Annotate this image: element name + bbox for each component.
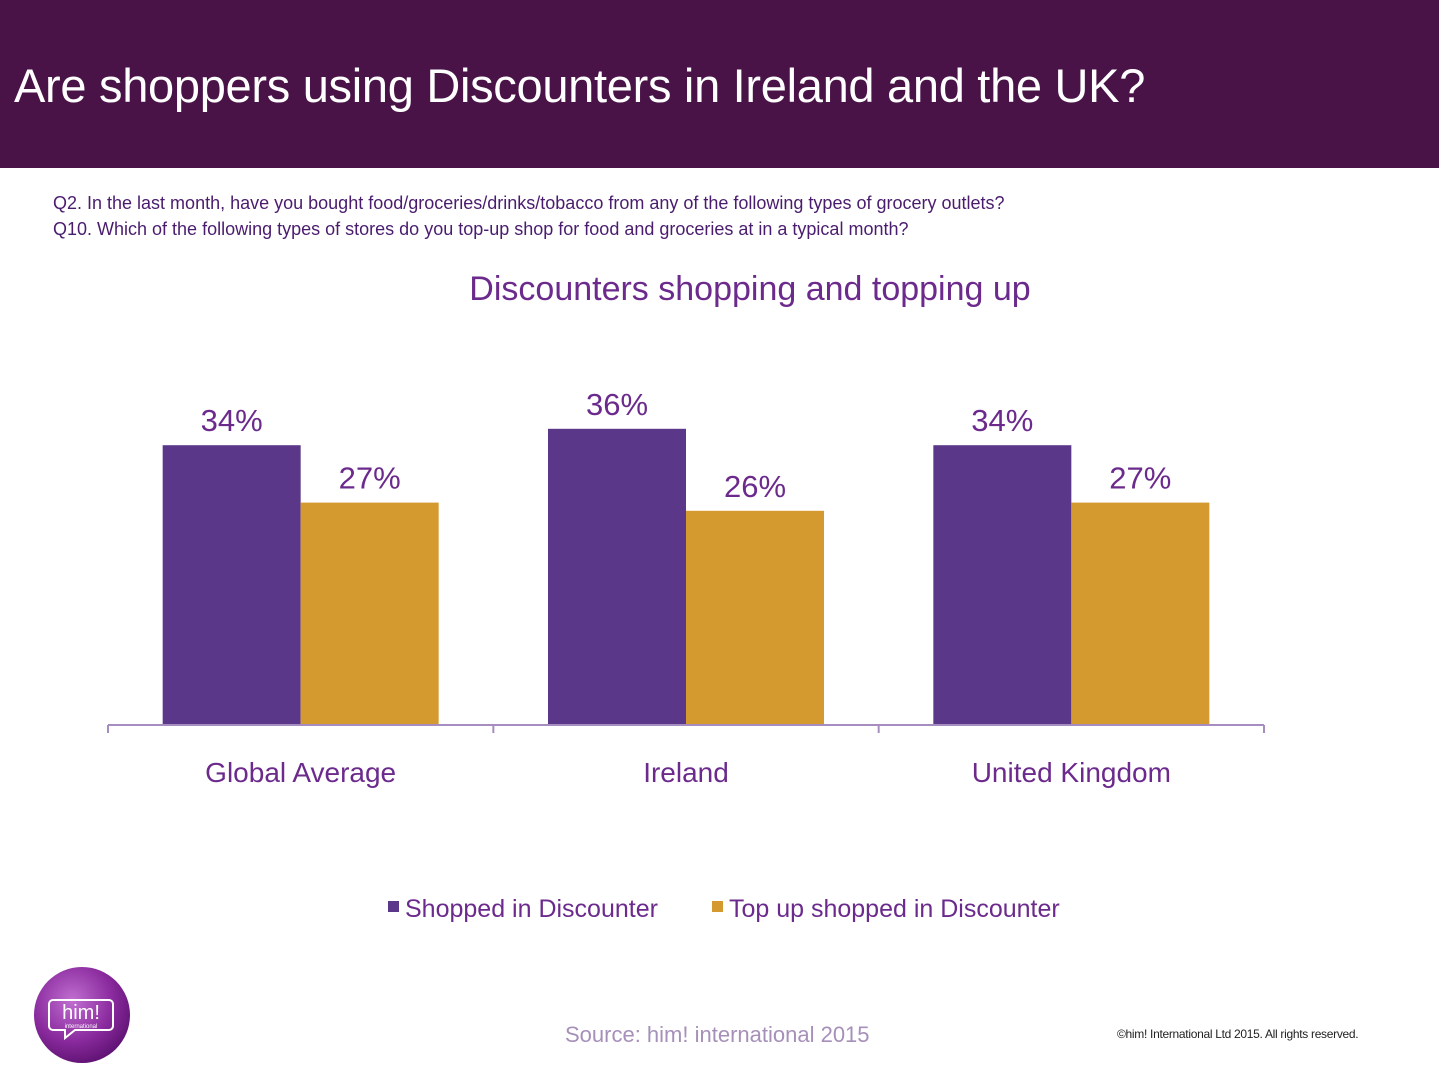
copyright-note: ©him! International Ltd 2015. All rights… <box>1117 1027 1358 1041</box>
bar-topup-1 <box>686 511 824 724</box>
source-note: Source: him! international 2015 <box>565 1022 870 1048</box>
legend-label-shopped: Shopped in Discounter <box>405 895 658 924</box>
header-banner: Are shoppers using Discounters in Irelan… <box>0 0 1439 168</box>
question-q10: Q10. Which of the following types of sto… <box>53 216 1005 242</box>
legend-item-shopped: Shopped in Discounter <box>388 895 658 924</box>
bar-topup-2 <box>1071 503 1209 724</box>
bar-shopped-2 <box>933 445 1071 724</box>
logo-subtext: international <box>65 1024 98 1030</box>
data-label: 26% <box>724 469 786 504</box>
question-q2: Q2. In the last month, have you bought f… <box>53 190 1005 216</box>
x-tick-label: Ireland <box>643 757 729 788</box>
x-tick-label: Global Average <box>205 757 396 788</box>
legend-item-topup: Top up shopped in Discounter <box>712 895 1060 924</box>
him-logo: him! international <box>33 966 131 1064</box>
logo-text: him! <box>62 1002 100 1024</box>
data-label: 27% <box>339 461 401 496</box>
legend-swatch-shopped <box>388 901 399 912</box>
legend-label-topup: Top up shopped in Discounter <box>729 895 1060 924</box>
bar-shopped-1 <box>548 429 686 724</box>
bar-shopped-0 <box>163 445 301 724</box>
page-title: Are shoppers using Discounters in Irelan… <box>14 58 1145 113</box>
data-label: 34% <box>201 403 263 438</box>
data-label: 36% <box>586 387 648 422</box>
bar-topup-0 <box>301 503 439 724</box>
x-tick-label: United Kingdom <box>972 757 1171 788</box>
bar-chart: 34% 27% Global Average 36% 26% Ireland 34% 27% U… <box>0 340 1439 800</box>
data-label: 34% <box>971 403 1033 438</box>
chart-legend: Shopped in Discounter Top up shopped in … <box>388 895 1060 924</box>
chart-title: Discounters shopping and topping up <box>0 270 1439 309</box>
legend-swatch-topup <box>712 901 723 912</box>
data-label: 27% <box>1109 461 1171 496</box>
survey-questions: Q2. In the last month, have you bought f… <box>53 190 1005 242</box>
